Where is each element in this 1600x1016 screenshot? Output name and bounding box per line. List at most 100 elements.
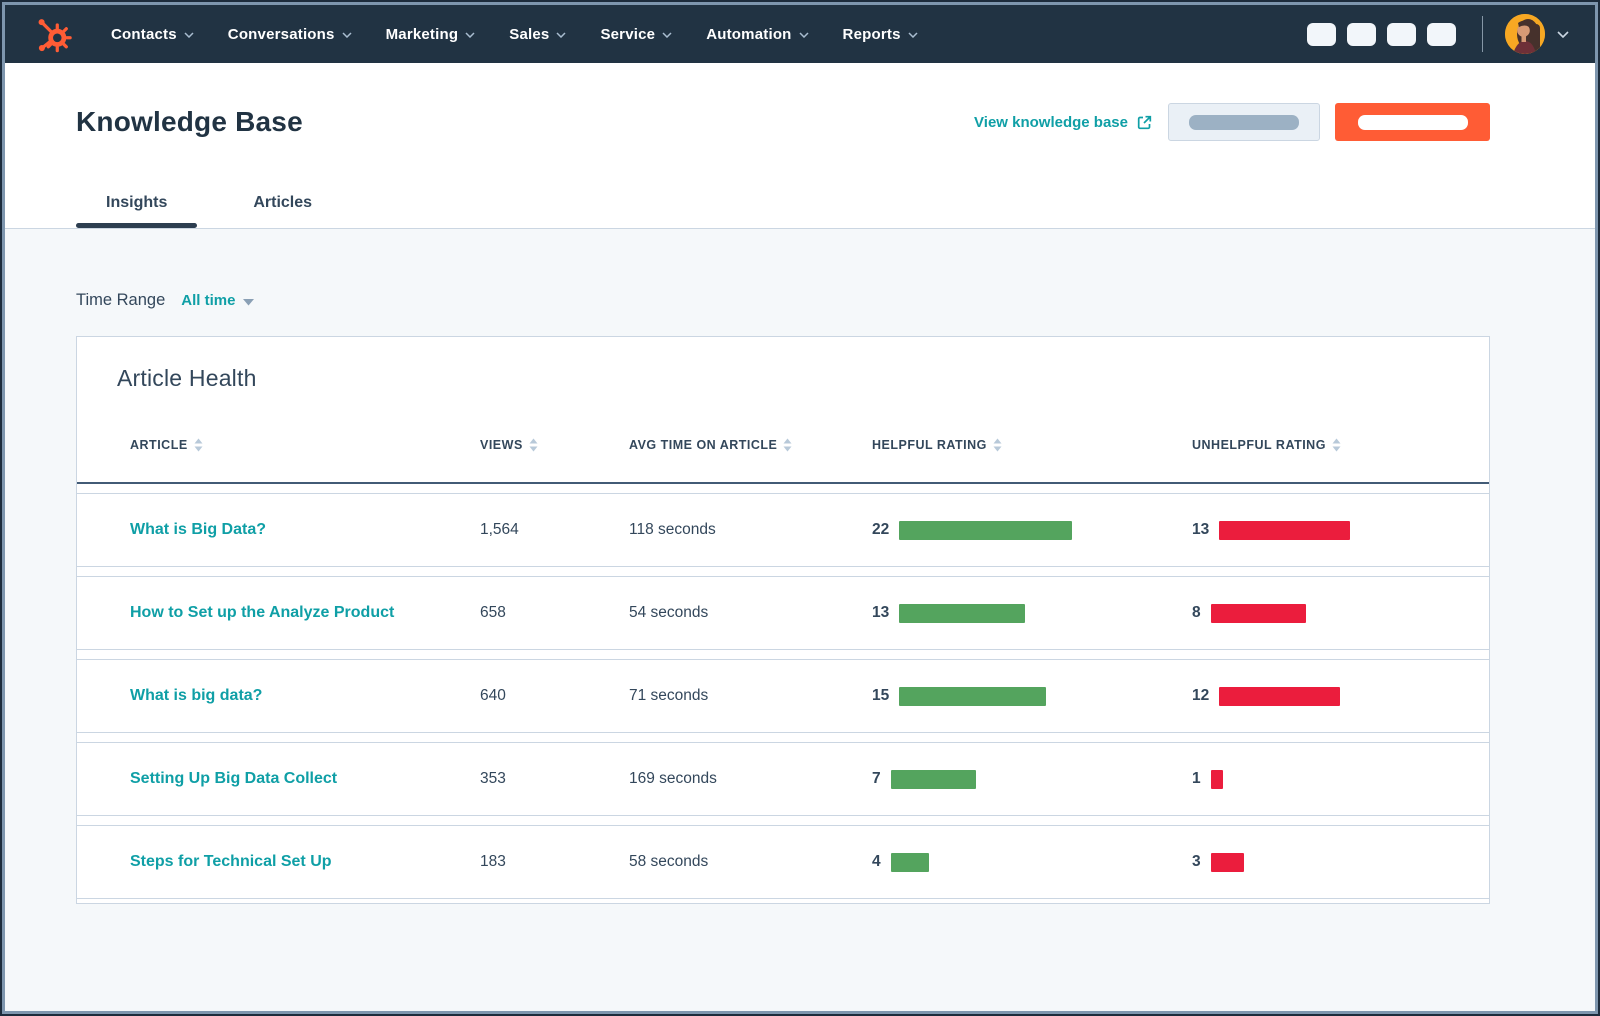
helpful-rating-cell: 13 xyxy=(872,603,1192,623)
page-header: Knowledge Base View knowledge base xyxy=(5,63,1595,229)
chevron-down-icon xyxy=(465,32,475,38)
top-navigation: Contacts Conversations Marketing Sales S… xyxy=(5,5,1595,63)
nav-item-label: Automation xyxy=(706,25,792,43)
chevron-down-icon xyxy=(342,32,352,38)
header-actions: View knowledge base xyxy=(974,103,1490,141)
unhelpful-rating-bar xyxy=(1219,520,1351,540)
nav-item-conversations[interactable]: Conversations xyxy=(228,26,352,43)
nav-item-label: Conversations xyxy=(227,25,335,43)
column-label: AVG TIME ON ARTICLE xyxy=(629,438,778,452)
helpful-rating-bar xyxy=(890,769,976,789)
chevron-down-icon xyxy=(556,32,566,38)
user-avatar[interactable] xyxy=(1505,14,1545,54)
helpful-rating-value: 4 xyxy=(872,853,881,870)
view-knowledge-base-label: View knowledge base xyxy=(974,113,1128,131)
sort-icon xyxy=(783,438,792,452)
time-range-label: Time Range xyxy=(76,291,166,309)
external-link-icon xyxy=(1137,115,1152,129)
article-link[interactable]: Steps for Technical Set Up xyxy=(130,853,332,870)
time-range-dropdown[interactable]: All time xyxy=(181,292,255,309)
page-title: Knowledge Base xyxy=(76,106,303,137)
unhelpful-rating-value: 8 xyxy=(1192,604,1201,621)
chevron-down-icon xyxy=(799,32,809,38)
helpful-rating-cell: 15 xyxy=(872,686,1192,706)
unhelpful-rating-cell: 1 xyxy=(1192,769,1449,789)
avg-time-value: 169 seconds xyxy=(629,770,717,787)
hubspot-logo[interactable] xyxy=(33,14,73,54)
article-link[interactable]: What is big data? xyxy=(130,687,263,704)
chevron-down-icon xyxy=(908,32,918,38)
time-range-value: All time xyxy=(181,292,236,309)
table-body: What is Big Data? 1,564 118 seconds 22 1… xyxy=(77,493,1489,899)
unhelpful-rating-bar xyxy=(1210,852,1244,872)
nav-menu: Contacts Conversations Marketing Sales S… xyxy=(111,26,918,43)
account-chevron-down-icon[interactable] xyxy=(1557,30,1569,38)
table-row: How to Set up the Analyze Product 658 54… xyxy=(77,576,1489,650)
column-label: HELPFUL RATING xyxy=(872,438,987,452)
page: Contacts Conversations Marketing Sales S… xyxy=(5,5,1595,1011)
nav-icon-button-redacted-1[interactable] xyxy=(1307,22,1336,46)
avg-time-value: 58 seconds xyxy=(629,853,709,870)
secondary-button-redacted[interactable] xyxy=(1168,103,1320,141)
nav-divider xyxy=(1482,16,1483,52)
views-value: 183 xyxy=(480,853,506,870)
topnav-right-controls xyxy=(1296,14,1569,54)
unhelpful-rating-bar xyxy=(1219,686,1341,706)
article-link[interactable]: What is Big Data? xyxy=(130,521,267,538)
views-value: 640 xyxy=(480,687,506,704)
column-header-views[interactable]: VIEWS xyxy=(480,438,629,452)
nav-item-contacts[interactable]: Contacts xyxy=(111,26,194,43)
unhelpful-rating-cell: 12 xyxy=(1192,686,1449,706)
table-row: What is big data? 640 71 seconds 15 12 xyxy=(77,659,1489,733)
helpful-rating-value: 7 xyxy=(872,770,881,787)
header-top-row: Knowledge Base View knowledge base xyxy=(76,103,1490,141)
column-label: UNHELPFUL RATING xyxy=(1192,438,1326,452)
helpful-rating-cell: 4 xyxy=(872,852,1192,872)
column-header-helpful-rating[interactable]: HELPFUL RATING xyxy=(872,438,1192,452)
primary-button-redacted[interactable] xyxy=(1335,103,1490,141)
views-value: 658 xyxy=(480,604,506,621)
helpful-rating-value: 22 xyxy=(872,521,890,538)
tab-label: Articles xyxy=(253,194,313,211)
table-header-gap xyxy=(77,484,1489,493)
chevron-down-icon xyxy=(184,32,194,38)
tab-articles[interactable]: Articles xyxy=(223,194,342,228)
nav-item-label: Sales xyxy=(509,25,550,43)
nav-item-automation[interactable]: Automation xyxy=(706,25,809,43)
nav-item-reports[interactable]: Reports xyxy=(843,26,918,43)
helpful-rating-bar xyxy=(899,520,1073,540)
nav-item-label: Reports xyxy=(842,25,901,43)
unhelpful-rating-value: 1 xyxy=(1192,770,1201,787)
avg-time-value: 71 seconds xyxy=(629,687,709,704)
column-header-unhelpful-rating[interactable]: UNHELPFUL RATING xyxy=(1192,438,1449,452)
nav-item-service[interactable]: Service xyxy=(600,26,672,43)
chevron-down-icon xyxy=(662,32,672,38)
nav-item-sales[interactable]: Sales xyxy=(509,26,566,43)
unhelpful-rating-bar xyxy=(1210,769,1223,789)
hubspot-sprocket-icon xyxy=(38,19,72,53)
avatar-image xyxy=(1505,14,1545,54)
article-link[interactable]: Setting Up Big Data Collect xyxy=(130,770,338,787)
views-value: 353 xyxy=(480,770,506,787)
sort-icon xyxy=(529,438,538,452)
unhelpful-rating-cell: 3 xyxy=(1192,852,1449,872)
table-row: Steps for Technical Set Up 183 58 second… xyxy=(77,825,1489,899)
nav-icon-button-redacted-2[interactable] xyxy=(1347,22,1376,46)
redacted-button-label xyxy=(1357,114,1468,130)
tab-insights[interactable]: Insights xyxy=(76,194,198,228)
time-range-filter: Time Range All time xyxy=(76,291,1490,310)
article-health-card: Article Health ARTICLE VIEWS AVG TIME ON… xyxy=(76,336,1490,904)
views-value: 1,564 xyxy=(480,521,519,538)
column-header-article[interactable]: ARTICLE xyxy=(130,438,480,452)
column-header-avg-time[interactable]: AVG TIME ON ARTICLE xyxy=(629,438,872,452)
nav-item-marketing[interactable]: Marketing xyxy=(386,26,476,43)
table-row: Setting Up Big Data Collect 353 169 seco… xyxy=(77,742,1489,816)
unhelpful-rating-cell: 13 xyxy=(1192,520,1449,540)
article-link[interactable]: How to Set up the Analyze Product xyxy=(130,604,395,621)
nav-icon-button-redacted-3[interactable] xyxy=(1387,22,1416,46)
unhelpful-rating-cell: 8 xyxy=(1192,603,1449,623)
nav-icon-button-redacted-4[interactable] xyxy=(1427,22,1456,46)
view-knowledge-base-link[interactable]: View knowledge base xyxy=(974,114,1153,131)
column-label: ARTICLE xyxy=(130,438,188,452)
